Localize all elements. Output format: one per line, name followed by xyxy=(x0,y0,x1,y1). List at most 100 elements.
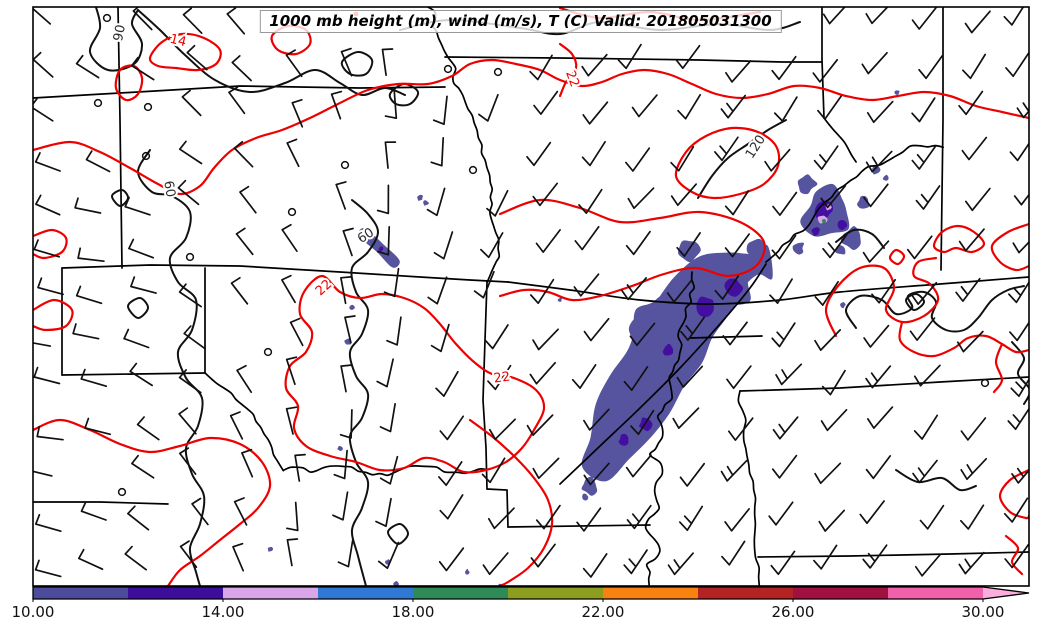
state-border xyxy=(204,372,285,472)
height-contour xyxy=(845,285,1025,333)
wind-barb xyxy=(473,270,495,299)
wind-barb xyxy=(812,58,839,83)
wind-barb xyxy=(865,365,892,389)
wind-barb xyxy=(80,368,108,388)
wind-barb xyxy=(226,7,246,35)
wind-barb xyxy=(337,538,354,568)
colorbar-tick-labels: 10.00 14.00 18.00 22.00 26.00 30.00 xyxy=(12,599,1004,621)
wind-barb xyxy=(72,323,100,340)
wind-barb xyxy=(439,494,464,520)
calm-station-circle xyxy=(468,165,478,175)
wind-barb xyxy=(1013,193,1029,206)
state-border xyxy=(644,271,696,586)
wind-barb xyxy=(526,141,552,167)
wind-barb xyxy=(769,278,793,304)
wind-barb xyxy=(34,513,62,533)
wind-barb xyxy=(376,184,390,215)
shaded-region xyxy=(393,581,399,586)
shaded-region xyxy=(696,296,714,317)
wind-barb xyxy=(911,145,937,170)
wind-barb xyxy=(625,147,651,172)
wind-barb xyxy=(629,322,656,347)
calm-station-circle xyxy=(287,207,297,217)
wind-barb xyxy=(871,278,897,304)
wind-barb xyxy=(239,185,257,214)
wind-barb xyxy=(676,365,704,388)
wind-barb xyxy=(84,417,112,436)
wind-barb xyxy=(77,548,104,571)
wind-barb xyxy=(817,95,842,120)
wind-barb xyxy=(124,545,147,571)
colorbar-segment xyxy=(33,587,128,599)
wind-barb xyxy=(80,501,107,521)
wind-barb xyxy=(124,196,151,216)
shaded-region xyxy=(894,90,900,95)
shaded-region xyxy=(811,227,820,236)
colorbar-tick-label: 18.00 xyxy=(392,603,435,621)
wind-barb xyxy=(178,447,197,475)
wind-barb xyxy=(960,417,987,441)
shaded-field xyxy=(267,90,900,586)
map-frame xyxy=(32,6,1030,587)
wind-barb xyxy=(130,276,157,294)
wind-barb xyxy=(666,279,693,303)
wind-barb xyxy=(532,182,559,207)
wind-barb xyxy=(721,540,746,566)
state-border xyxy=(737,390,761,586)
temp-contour xyxy=(998,468,1029,520)
wind-barb xyxy=(1007,407,1029,431)
wind-barb xyxy=(191,497,209,526)
height-contour xyxy=(387,523,409,545)
wind-barb xyxy=(381,48,394,77)
wind-barb xyxy=(820,184,847,209)
wind-barb xyxy=(722,321,748,346)
wind-barb xyxy=(232,542,245,572)
wind-barb xyxy=(1009,142,1029,162)
state-border xyxy=(765,144,945,263)
wind-barb xyxy=(675,44,701,70)
shaded-region xyxy=(582,493,589,501)
wind-barb xyxy=(289,317,304,347)
wind-barb xyxy=(340,276,352,305)
wind-barb xyxy=(1003,7,1025,26)
wind-barb xyxy=(376,225,391,256)
wind-barb xyxy=(576,507,602,532)
wind-barb xyxy=(667,552,694,576)
wind-barb xyxy=(186,44,208,71)
wind-barb xyxy=(726,365,752,390)
calm-station-circle xyxy=(263,347,273,357)
temp-contour xyxy=(558,42,578,98)
wind-barb xyxy=(177,179,200,206)
wind-barb xyxy=(335,181,347,210)
shaded-region xyxy=(618,433,629,446)
wind-barb xyxy=(909,317,936,341)
wind-barb xyxy=(631,94,658,118)
contour-label-90: 90 xyxy=(111,23,129,42)
shaded-region xyxy=(872,165,881,175)
state-border xyxy=(33,501,169,505)
wind-barb xyxy=(482,552,509,576)
wind-barb xyxy=(229,411,244,440)
calm-station-circle xyxy=(102,13,112,23)
wind-barb xyxy=(583,408,610,431)
wind-barb xyxy=(35,194,61,216)
calm-station-circle xyxy=(493,67,503,77)
state-border xyxy=(507,276,1029,305)
wind-barb xyxy=(773,96,798,122)
wind-barb xyxy=(377,541,400,570)
wind-barb xyxy=(764,148,791,172)
temp-contour xyxy=(932,224,986,254)
wind-barb xyxy=(1003,497,1029,523)
wind-barb xyxy=(285,356,298,386)
wind-barb xyxy=(814,280,839,306)
wind-barb xyxy=(127,505,150,531)
shaded-region xyxy=(857,195,870,209)
wind-barb xyxy=(768,501,794,526)
wind-barb xyxy=(583,462,610,486)
wind-barb xyxy=(911,281,938,305)
wind-barb xyxy=(529,278,555,305)
wind-barb xyxy=(1010,377,1029,398)
wind-barb xyxy=(911,97,936,123)
